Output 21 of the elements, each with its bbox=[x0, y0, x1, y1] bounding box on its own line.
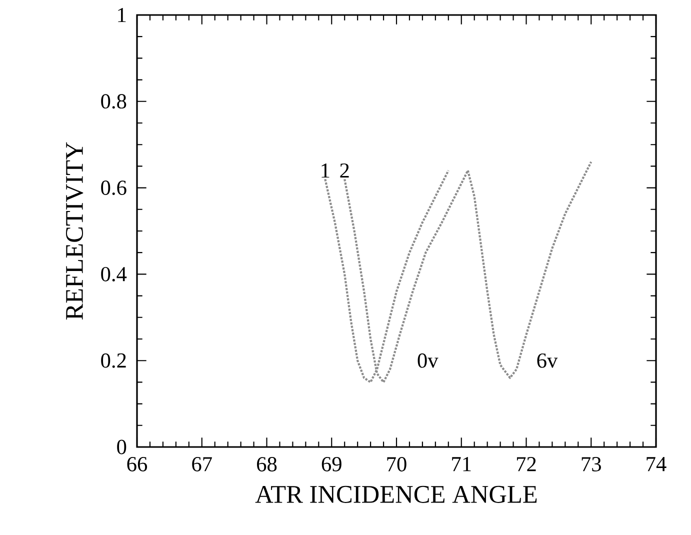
x-tick-label: 66 bbox=[127, 457, 148, 472]
x-tick-label: 72 bbox=[516, 457, 536, 472]
y-axis-title: REFLECTIVITY bbox=[66, 142, 84, 320]
series-label: 1 bbox=[322, 163, 330, 178]
annotation: 6v bbox=[537, 353, 558, 368]
x-tick-label: 69 bbox=[322, 457, 342, 472]
x-tick-label: 70 bbox=[387, 457, 406, 472]
y-tick-label: 0.6 bbox=[101, 180, 126, 196]
series-label: 2 bbox=[340, 163, 349, 178]
y-tick-label: 1 bbox=[118, 8, 126, 22]
y-tick-label: 0.4 bbox=[101, 266, 127, 282]
y-tick-label: 0 bbox=[117, 440, 126, 454]
x-tick-label: 74 bbox=[646, 457, 666, 472]
x-tick-label: 71 bbox=[452, 457, 471, 472]
x-tick-label: 68 bbox=[257, 457, 277, 472]
y-tick-label: 0.2 bbox=[101, 353, 126, 368]
y-tick-label: 0.8 bbox=[101, 94, 126, 109]
x-axis-title: ATR INCIDENCE ANGLE bbox=[255, 486, 537, 503]
x-tick-label: 73 bbox=[582, 457, 601, 472]
annotation: 0v bbox=[418, 353, 438, 368]
x-tick-label: 67 bbox=[192, 457, 212, 472]
